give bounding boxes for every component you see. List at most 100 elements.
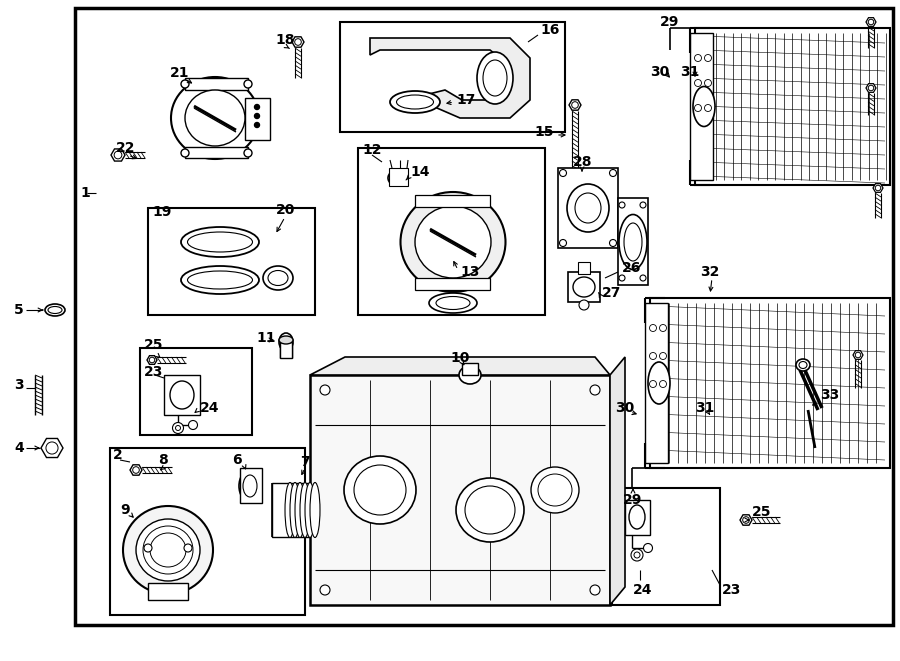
Polygon shape [272, 483, 320, 537]
Polygon shape [340, 22, 565, 132]
Circle shape [181, 80, 189, 88]
Polygon shape [415, 195, 490, 207]
Ellipse shape [436, 297, 470, 309]
Circle shape [609, 239, 617, 247]
Ellipse shape [45, 304, 65, 316]
Ellipse shape [136, 519, 200, 581]
Text: 33: 33 [820, 388, 839, 402]
Text: 14: 14 [410, 165, 429, 179]
Text: 4: 4 [14, 441, 23, 455]
Ellipse shape [285, 483, 295, 537]
Text: 2: 2 [113, 448, 122, 462]
Text: 29: 29 [660, 15, 680, 29]
Polygon shape [558, 168, 618, 248]
Ellipse shape [239, 470, 261, 502]
Ellipse shape [650, 381, 656, 387]
Ellipse shape [705, 104, 712, 112]
Text: 12: 12 [362, 143, 382, 157]
Text: 24: 24 [633, 583, 652, 597]
Text: 27: 27 [602, 286, 621, 300]
Text: 8: 8 [158, 453, 167, 467]
Ellipse shape [400, 192, 506, 292]
Circle shape [868, 85, 874, 91]
Text: 11: 11 [256, 331, 275, 345]
Text: 13: 13 [460, 265, 480, 279]
Ellipse shape [624, 223, 642, 261]
Polygon shape [568, 272, 600, 302]
Ellipse shape [619, 215, 647, 270]
Text: 28: 28 [573, 155, 592, 169]
Ellipse shape [695, 79, 701, 87]
Ellipse shape [531, 467, 579, 513]
Ellipse shape [477, 52, 513, 104]
Polygon shape [75, 8, 893, 625]
Circle shape [640, 275, 646, 281]
Text: 32: 32 [700, 265, 719, 279]
Circle shape [855, 352, 860, 358]
Text: 6: 6 [232, 453, 241, 467]
Ellipse shape [660, 381, 667, 387]
Polygon shape [240, 468, 262, 503]
Polygon shape [185, 147, 248, 158]
Circle shape [631, 549, 643, 561]
Polygon shape [612, 488, 720, 605]
Polygon shape [569, 100, 581, 110]
Text: 9: 9 [120, 503, 130, 517]
Ellipse shape [123, 506, 213, 594]
Circle shape [609, 169, 617, 176]
Ellipse shape [263, 266, 293, 290]
Ellipse shape [295, 483, 305, 537]
Ellipse shape [143, 526, 193, 574]
Ellipse shape [279, 333, 293, 351]
Circle shape [320, 385, 330, 395]
Ellipse shape [290, 483, 300, 537]
Ellipse shape [660, 325, 667, 332]
Ellipse shape [354, 465, 406, 515]
Ellipse shape [429, 293, 477, 313]
Circle shape [590, 385, 600, 395]
Polygon shape [110, 448, 305, 615]
Text: 26: 26 [622, 261, 642, 275]
Polygon shape [625, 500, 650, 535]
Ellipse shape [181, 266, 259, 294]
Circle shape [173, 422, 184, 434]
Text: 1: 1 [80, 186, 90, 200]
Ellipse shape [695, 104, 701, 112]
Text: 31: 31 [695, 401, 715, 415]
Ellipse shape [48, 307, 62, 313]
Polygon shape [690, 33, 713, 180]
Polygon shape [740, 515, 752, 525]
Circle shape [579, 300, 589, 310]
Polygon shape [140, 348, 252, 435]
Circle shape [634, 552, 640, 558]
Polygon shape [645, 303, 668, 463]
Polygon shape [185, 78, 248, 90]
Ellipse shape [799, 362, 807, 368]
Circle shape [188, 420, 197, 430]
Circle shape [320, 585, 330, 595]
Ellipse shape [300, 483, 310, 537]
Ellipse shape [629, 505, 645, 529]
Circle shape [181, 149, 189, 157]
Circle shape [255, 122, 259, 128]
Ellipse shape [344, 456, 416, 524]
Circle shape [619, 275, 625, 281]
Polygon shape [310, 375, 610, 605]
Text: 3: 3 [14, 378, 23, 392]
Text: 23: 23 [722, 583, 742, 597]
Ellipse shape [796, 359, 810, 371]
Polygon shape [650, 298, 890, 468]
Text: 18: 18 [275, 33, 294, 47]
Text: 31: 31 [680, 65, 699, 79]
Ellipse shape [171, 77, 259, 159]
Circle shape [640, 202, 646, 208]
Circle shape [294, 39, 302, 46]
Ellipse shape [150, 533, 186, 567]
Ellipse shape [310, 483, 320, 537]
Polygon shape [853, 351, 863, 360]
Polygon shape [389, 168, 408, 186]
Text: 30: 30 [615, 401, 634, 415]
Circle shape [255, 114, 259, 118]
Polygon shape [147, 356, 157, 364]
Circle shape [560, 239, 566, 247]
